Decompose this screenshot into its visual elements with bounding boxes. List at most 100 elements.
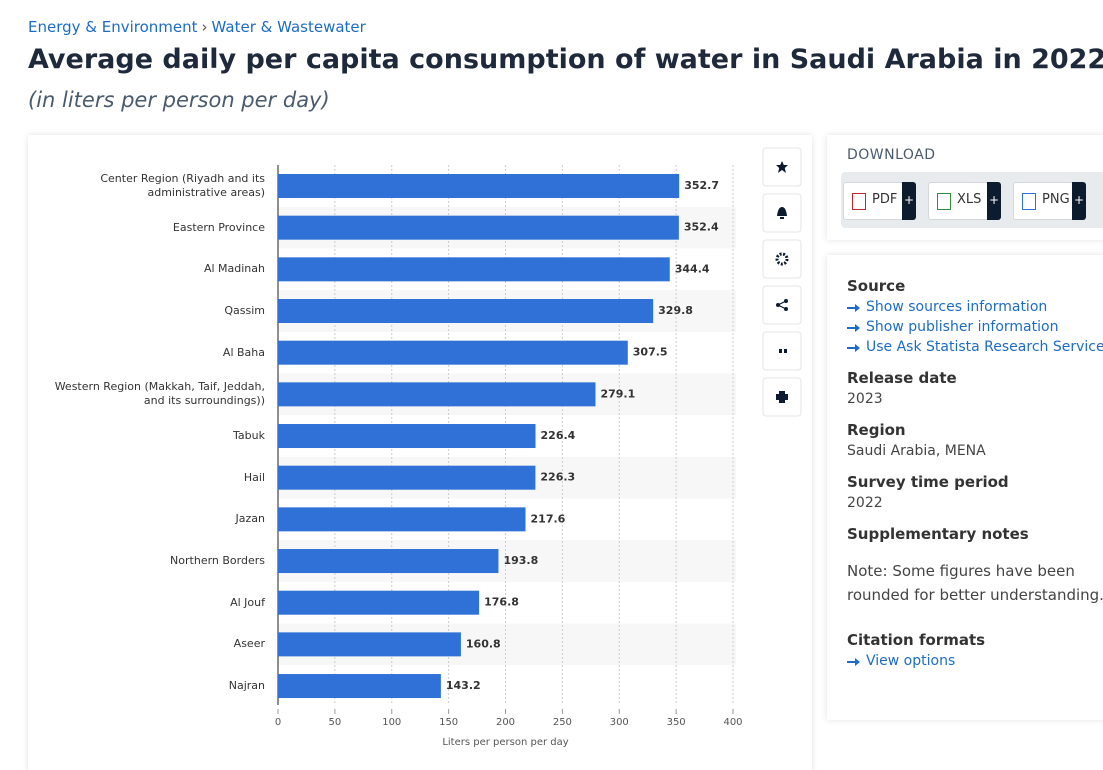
data-label: 307.5: [633, 346, 668, 359]
data-label: 352.7: [684, 179, 719, 192]
detail-text: 2022: [847, 495, 883, 511]
bar: [278, 340, 628, 365]
page-subtitle: (in liters per person per day): [28, 88, 330, 112]
icon: [777, 207, 787, 219]
data-label: 160.8: [466, 637, 501, 650]
file-icon: [1022, 193, 1036, 210]
y-tick-label: Hail: [243, 470, 265, 484]
bar: [278, 549, 499, 574]
details-panel: Source Show sources information Show publi…: [827, 255, 1103, 720]
icon: [776, 391, 788, 403]
y-tick-label: Center Region (Riyadh and its administra…: [100, 172, 265, 199]
detail-note: Note: Some figures have been rounded for…: [847, 562, 1103, 604]
bar: [278, 674, 441, 699]
tool-button-bell[interactable]: [762, 193, 802, 233]
detail-link[interactable]: Show publisher information: [847, 319, 1103, 335]
detail-link[interactable]: Show sources information: [847, 299, 1103, 315]
y-tick-label: Najran: [228, 679, 265, 693]
detail-heading: Citation formats: [847, 631, 986, 649]
download-title: DOWNLOAD: [847, 147, 936, 163]
button-frame: [762, 285, 802, 325]
bar: [278, 299, 654, 324]
download-button[interactable]: XLS +: [928, 182, 1001, 220]
y-tick-label: Tabuk: [233, 429, 265, 443]
detail-text: Saudi Arabia, MENA: [847, 443, 986, 459]
data-label: 344.4: [675, 262, 710, 275]
breadcrumb-link[interactable]: Water & Wastewater: [211, 18, 366, 36]
x-tick-label: 0: [275, 717, 281, 728]
detail-heading: Release date: [847, 369, 957, 387]
data-label: 329.8: [658, 304, 693, 317]
detail-heading: Region: [847, 421, 906, 439]
tool-button-share[interactable]: [762, 285, 802, 325]
button-label: PDF: [872, 192, 898, 207]
button-label: XLS: [957, 192, 982, 207]
detail-link[interactable]: Use Ask Statista Research Service: [847, 339, 1103, 355]
bar: [278, 215, 679, 240]
tool-button-gear[interactable]: [762, 239, 802, 279]
bar: [278, 382, 596, 407]
detail-heading: Supplementary notes: [847, 525, 1029, 543]
data-label: 143.2: [446, 679, 481, 692]
y-tick-label: Northern Borders: [170, 554, 265, 568]
download-buttons: PDF + XLS + PNG +: [841, 172, 1103, 228]
data-label: 352.4: [684, 221, 719, 234]
y-tick-label: Qassim: [224, 304, 265, 317]
bar: [278, 507, 526, 532]
breadcrumb-separator: ›: [201, 18, 208, 36]
x-tick-label: 400: [723, 717, 742, 728]
file-icon: [852, 193, 866, 210]
page-title: Average daily per capita consumption of …: [28, 44, 1103, 75]
detail-text: 2023: [847, 391, 883, 407]
chart-card: 0 50 100 150 200 250 300 350 400 Liters per perso…: [28, 135, 812, 770]
x-tick-label: 200: [496, 717, 515, 728]
y-tick-label: Al Jouf: [230, 595, 265, 609]
x-axis-title: Liters per person per day: [442, 737, 568, 748]
x-tick-label: 250: [553, 717, 572, 728]
detail-heading: Source: [847, 277, 906, 295]
y-tick-label: Jazan: [235, 512, 265, 526]
breadcrumb-link[interactable]: Energy & Environment: [28, 18, 198, 36]
x-tick-label: 350: [667, 717, 686, 728]
x-tick-label: 150: [439, 717, 458, 728]
data-label: 226.3: [540, 471, 575, 484]
y-tick-label: Al Madinah: [203, 262, 265, 276]
icon: [776, 300, 787, 310]
x-tick-label: 100: [382, 717, 401, 728]
breadcrumb: Energy & Environment › Water & Wastewater: [28, 18, 370, 36]
y-tick-label: Al Baha: [222, 345, 265, 359]
file-icon: [937, 193, 951, 210]
download-button[interactable]: PNG +: [1013, 182, 1086, 220]
button-frame: [762, 239, 802, 279]
x-tick-label: 300: [610, 717, 629, 728]
x-tick-label: 50: [329, 717, 342, 728]
data-label: 279.1: [600, 387, 635, 400]
bar: [278, 174, 680, 198]
icon: [779, 349, 782, 353]
icon: [784, 349, 787, 353]
chart: 0 50 100 150 200 250 300 350 400 Liters per perso…: [275, 147, 802, 748]
detail-link[interactable]: View options: [847, 653, 1103, 669]
data-label: 176.8: [484, 596, 519, 609]
download-button[interactable]: PDF +: [843, 182, 916, 220]
y-tick-label: Aseer: [233, 637, 265, 651]
button-label: PNG: [1042, 192, 1070, 207]
data-label: 226.4: [541, 429, 576, 442]
y-tick-label: Eastern Province: [172, 220, 265, 234]
bar: [278, 590, 480, 615]
button-plus: +: [1072, 182, 1086, 220]
bar: [278, 465, 536, 490]
button-plus: +: [987, 182, 1001, 220]
button-plus: +: [902, 182, 916, 220]
tool-button-star[interactable]: [762, 147, 802, 187]
bar: [278, 424, 536, 449]
bar: [278, 632, 461, 657]
data-label: 193.8: [503, 554, 538, 567]
y-tick-label: Western Region (Makkah, Taif, Jeddah, an…: [54, 380, 265, 408]
download-panel: DOWNLOAD PDF + XLS + PNG +: [827, 135, 1103, 240]
detail-heading: Survey time period: [847, 473, 1009, 491]
tool-button-quote[interactable]: [762, 331, 802, 371]
data-label: 217.6: [531, 512, 566, 525]
tool-button-print[interactable]: [762, 377, 802, 417]
